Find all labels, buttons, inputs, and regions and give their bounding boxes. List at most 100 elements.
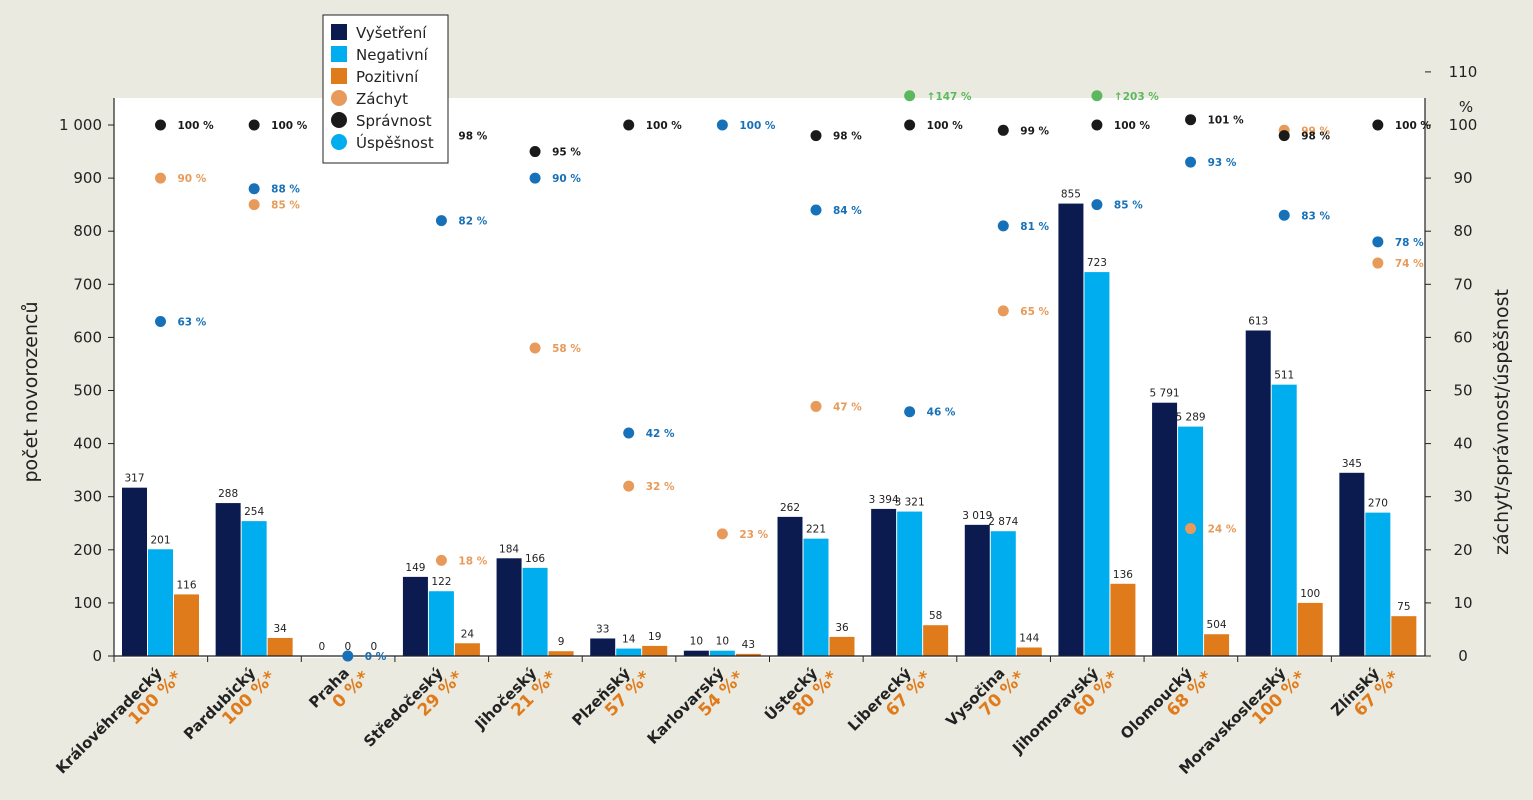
y2-tick-label: 70 — [1453, 275, 1472, 293]
point-value-label: 100 % — [271, 120, 308, 132]
bar-value-label: 43 — [742, 639, 755, 651]
point-uspesnost-praha — [342, 650, 354, 662]
y2-tick-label: 90 — [1453, 169, 1472, 187]
point-uspesnost-zlinsky — [1372, 236, 1384, 248]
bar-value-label: 136 — [1113, 569, 1133, 581]
point-uspesnost-stredocesky — [435, 215, 447, 227]
point-spravnost-kralovehradecky — [155, 119, 166, 131]
y2-tick-label: 30 — [1453, 488, 1472, 506]
legend-swatch-zachyt — [331, 90, 347, 106]
bar-negativni-olomoucky — [1178, 426, 1204, 656]
bar-vysetreni-ustecky — [777, 516, 803, 656]
point-value-label: 58 % — [552, 343, 581, 355]
bar-negativni-ustecky — [803, 538, 829, 656]
bar-value-label: 100 — [1300, 588, 1320, 600]
y2-axis-unit: % — [1459, 98, 1473, 116]
y-tick-label: 0 — [92, 647, 102, 665]
point-zachyt-kralovehradecky — [155, 172, 166, 184]
y2-tick-label: 110 — [1449, 63, 1478, 81]
y2-tick-label: 20 — [1453, 541, 1472, 559]
bar-vysetreni-karlovarsky — [683, 650, 709, 656]
bar-value-label: 34 — [273, 623, 287, 635]
legend-label-zachyt: Záchyt — [356, 90, 408, 108]
y-tick-label: 1 000 — [59, 116, 102, 134]
bar-negativni-liberecky — [897, 511, 923, 656]
point-spravnost-moravskoslezsky — [1278, 130, 1290, 142]
legend-label-spravnost: Správnost — [356, 112, 432, 130]
y2-tick-label: 40 — [1453, 435, 1472, 453]
overflow-marker-label: ↑203 % — [1114, 91, 1159, 103]
legend-label-pozitivni: Pozitivní — [356, 68, 419, 86]
bar-pozitivni-olomoucky — [1204, 634, 1230, 656]
y-tick-label: 800 — [73, 222, 102, 240]
bar-value-label: 10 — [690, 636, 703, 648]
point-value-label: 99 % — [1020, 125, 1049, 137]
point-value-label: 98 % — [833, 131, 862, 143]
point-spravnost-zlinsky — [1372, 119, 1384, 131]
point-value-label: 88 % — [271, 184, 300, 196]
legend-swatch-vysetreni — [331, 24, 347, 40]
point-uspesnost-plzensky — [623, 427, 635, 439]
bars-layer — [122, 203, 1417, 656]
y2-tick-label: 0 — [1458, 647, 1468, 665]
bar-value-label: 5 791 — [1150, 388, 1180, 400]
bar-pozitivni-kralovehradecky — [174, 594, 199, 656]
point-value-label: 100 % — [927, 120, 964, 132]
point-spravnost-olomoucky — [1185, 114, 1197, 126]
y-axis-title: počet novorozenců — [20, 301, 42, 482]
y-tick-label: 100 — [73, 594, 102, 612]
bar-value-label: 58 — [929, 610, 942, 622]
bar-value-label: 2 874 — [988, 516, 1018, 528]
point-value-label: 100 % — [1395, 120, 1432, 132]
point-value-label: 90 % — [178, 173, 207, 185]
overflow-marker-label: ↑147 % — [927, 91, 972, 103]
bar-vysetreni-liberecky — [871, 508, 897, 656]
bar-pozitivni-moravskoslezsky — [1297, 602, 1323, 656]
plot-area — [114, 98, 1425, 658]
point-zachyt-ustecky — [810, 400, 822, 412]
point-zachyt-zlinsky — [1372, 257, 1384, 269]
bar-value-label: 19 — [648, 631, 661, 643]
point-value-label: 99 % — [1301, 125, 1330, 137]
bar-negativni-stredocesky — [428, 591, 454, 656]
point-spravnost-jihomoravsky — [1091, 119, 1103, 131]
bar-value-label: 0 — [370, 641, 377, 653]
bar-negativni-pardubicky — [241, 521, 267, 656]
point-value-label: 85 % — [271, 200, 300, 212]
bar-value-label: 5 289 — [1176, 412, 1206, 424]
point-value-label: 90 % — [552, 173, 581, 185]
bar-negativni-karlovarsky — [709, 650, 735, 656]
bar-negativni-jihocesky — [522, 567, 548, 656]
bar-value-label: 14 — [622, 634, 636, 646]
point-uspesnost-vysocina — [997, 220, 1009, 232]
bar-negativni-zlinsky — [1365, 512, 1391, 656]
point-value-label: 100 % — [178, 120, 215, 132]
point-zachyt-stredocesky — [435, 554, 447, 566]
point-spravnost-vysocina — [997, 124, 1009, 136]
bar-vysetreni-pardubicky — [215, 503, 241, 656]
legend-label-uspesnost: Úspěšnost — [356, 133, 434, 152]
y-tick-label: 400 — [73, 435, 102, 453]
y2-tick-label: 50 — [1453, 382, 1472, 400]
legend-label-negativni: Negativní — [356, 46, 429, 64]
point-value-label: 18 % — [458, 555, 487, 567]
bar-value-label: 149 — [405, 562, 425, 574]
y2-tick-label: 80 — [1453, 222, 1472, 240]
y-tick-label: 500 — [73, 382, 102, 400]
point-zachyt-plzensky — [623, 480, 635, 492]
bar-vysetreni-stredocesky — [402, 576, 428, 656]
point-value-label: 98 % — [1301, 131, 1330, 143]
point-zachyt-karlovarsky — [716, 528, 728, 540]
bar-pozitivni-liberecky — [923, 625, 949, 656]
legend-swatch-spravnost — [331, 112, 347, 128]
y2-tick-label: 10 — [1453, 594, 1472, 612]
point-value-label: 100 % — [1114, 120, 1151, 132]
point-value-label: 32 % — [646, 481, 675, 493]
bar-value-label: 511 — [1274, 370, 1294, 382]
point-value-label: 101 % — [1208, 115, 1245, 127]
point-spravnost-ustecky — [810, 130, 822, 142]
point-uspesnost-jihocesky — [529, 172, 541, 184]
bar-value-label: 184 — [499, 543, 519, 555]
point-zachyt-pardubicky — [248, 199, 260, 211]
